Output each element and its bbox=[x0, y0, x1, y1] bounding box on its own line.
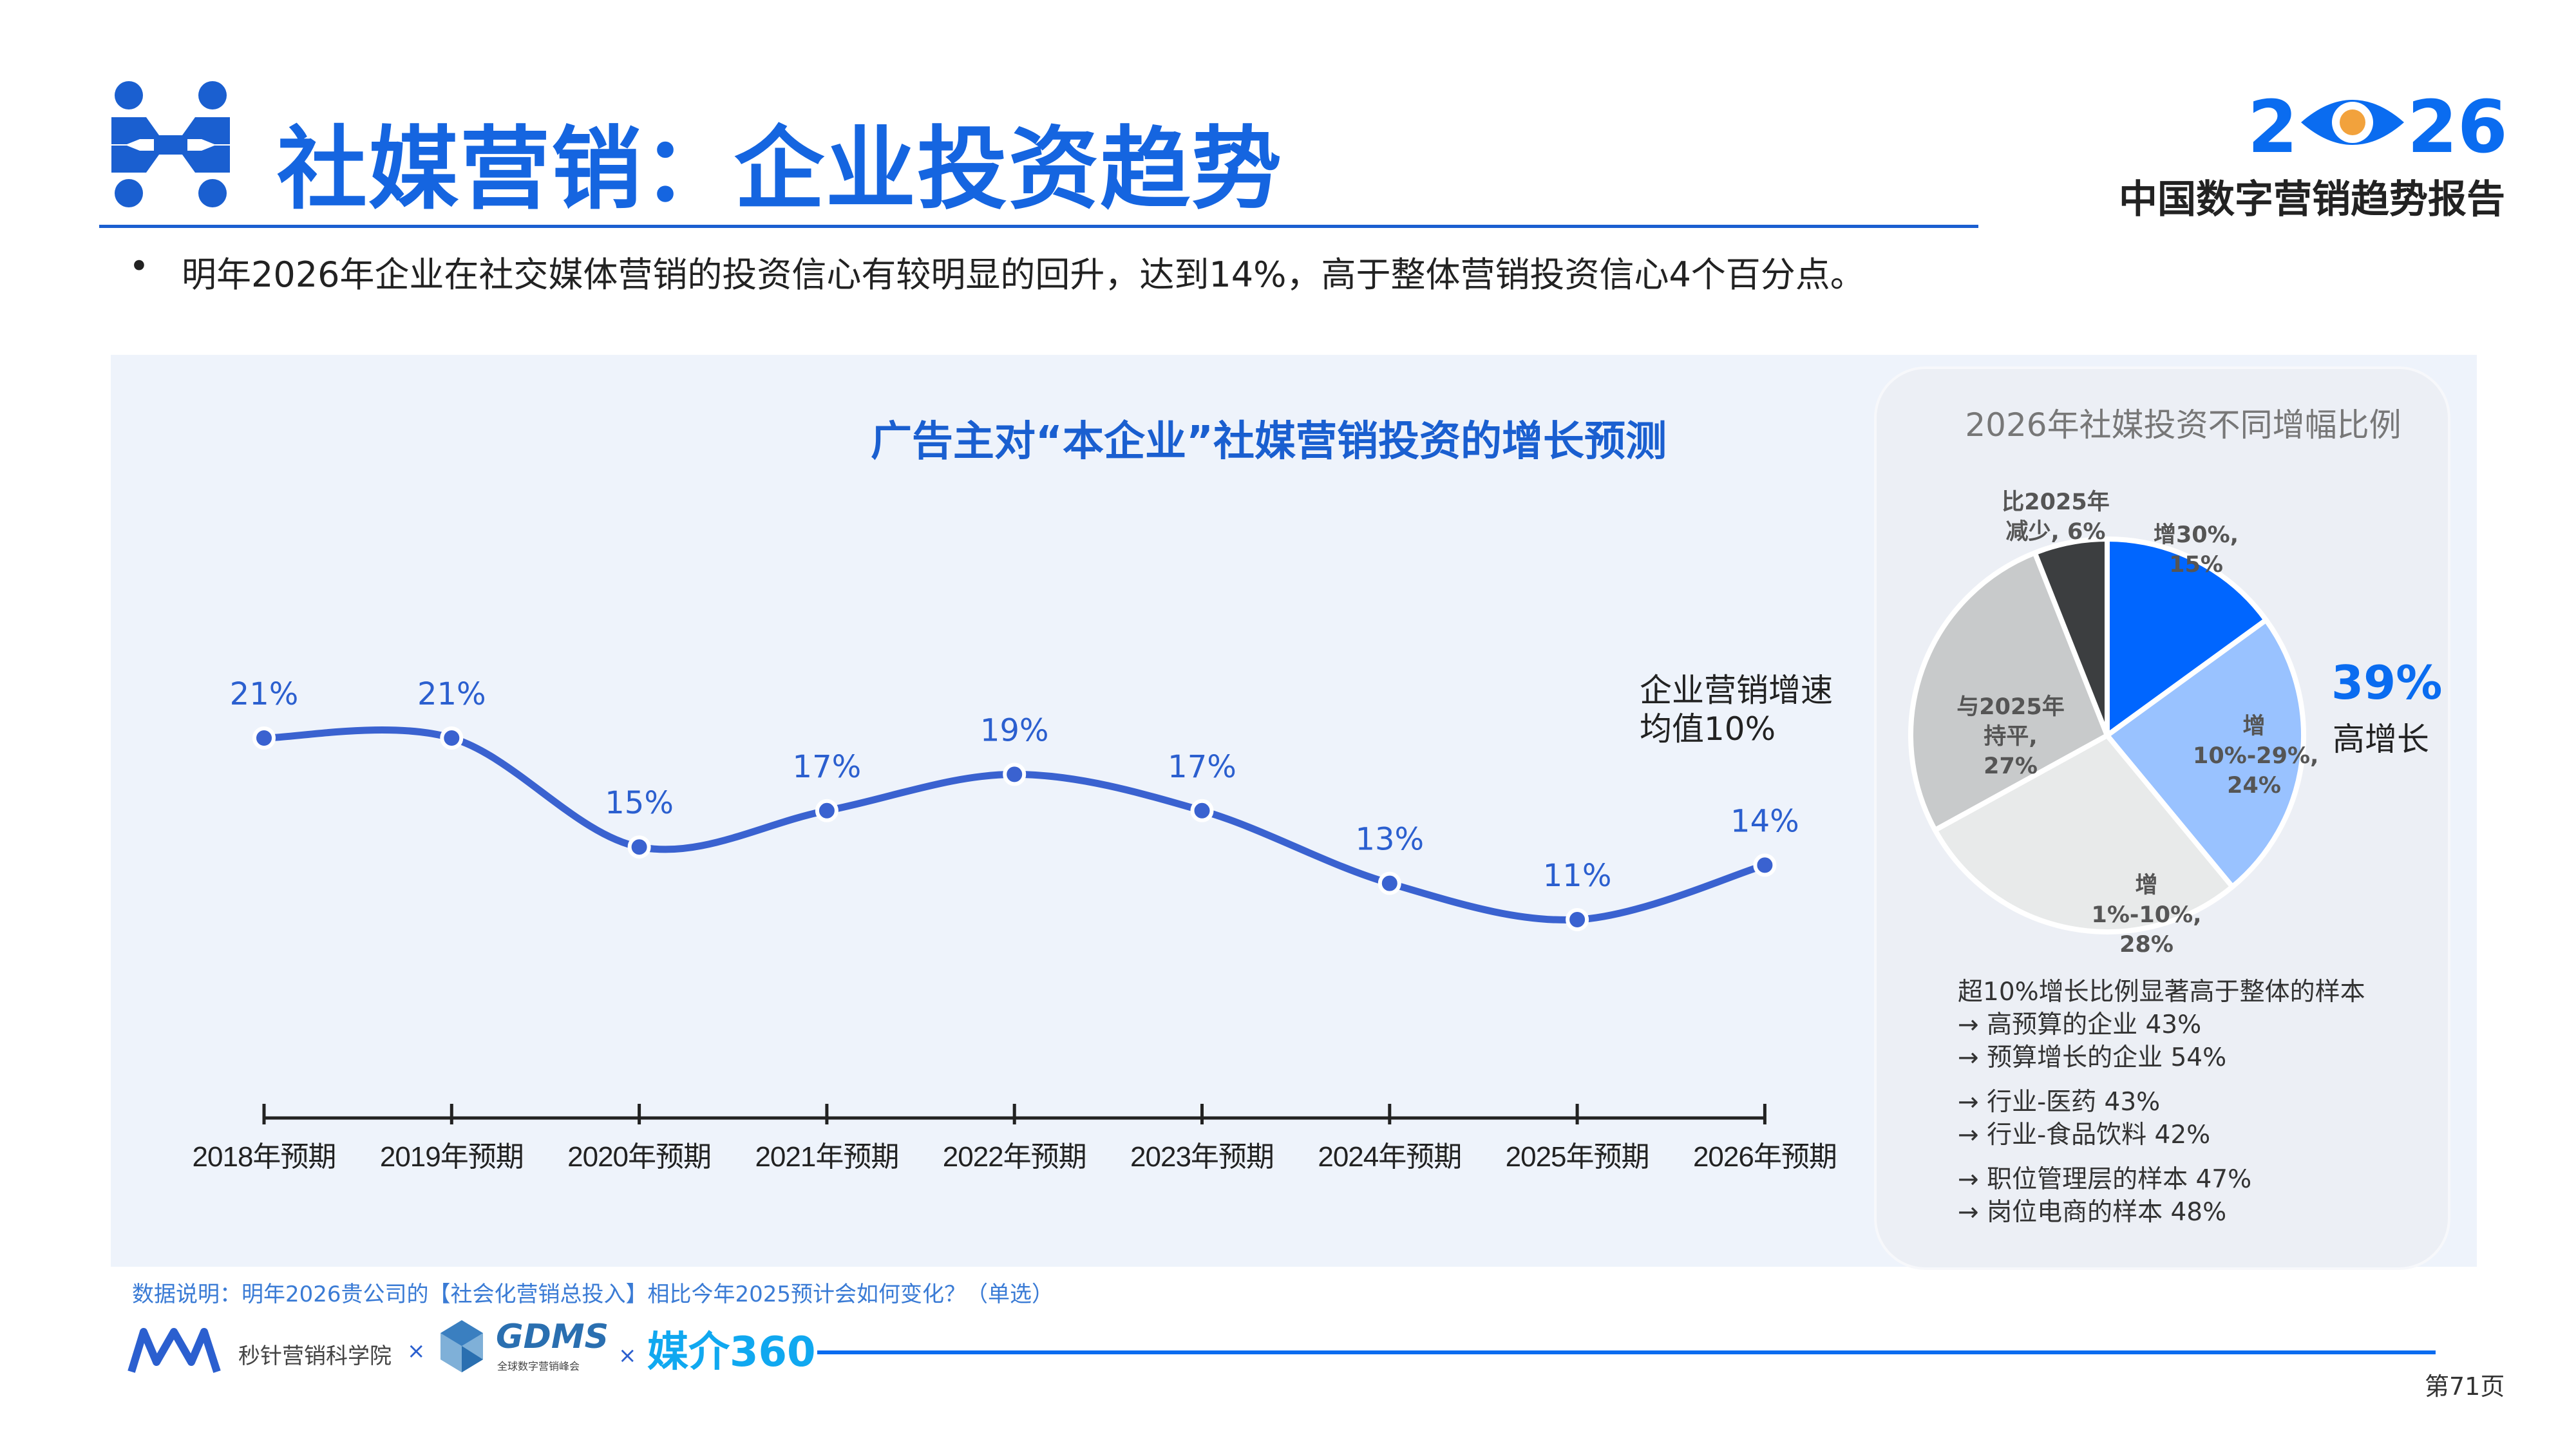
title-divider bbox=[99, 225, 1978, 228]
x-tick-label: 2022年预期 bbox=[943, 1141, 1086, 1173]
data-label: 15% bbox=[605, 785, 674, 821]
footer-divider bbox=[817, 1350, 2436, 1354]
network-logo-icon bbox=[111, 81, 230, 207]
pie-chart-title: 2026年社媒投资不同增幅比例 bbox=[1965, 406, 2401, 444]
data-point bbox=[1003, 762, 1027, 786]
logo-gdms-subtext: 全球数字营销峰会 bbox=[497, 1360, 580, 1372]
note-item: → 高预算的企业 43% bbox=[1958, 1010, 2202, 1039]
logo-gdms-text: GDMS bbox=[496, 1318, 609, 1356]
data-label: 21% bbox=[230, 676, 299, 712]
data-point bbox=[440, 726, 464, 750]
page-number: 第71页 bbox=[2425, 1372, 2505, 1401]
line-chart-title: 广告主对“本企业”社媒营销投资的增长预测 bbox=[870, 418, 1667, 466]
brand-logo-2026: 2 26 bbox=[2248, 90, 2508, 164]
data-point bbox=[815, 799, 838, 822]
brand-subtitle: 中国数字营销趋势报告 bbox=[2119, 177, 2505, 222]
x-tick-label: 2026年预期 bbox=[1693, 1141, 1837, 1173]
data-label: 17% bbox=[1168, 749, 1236, 785]
data-label: 14% bbox=[1730, 803, 1799, 839]
data-note: 数据说明：明年2026贵公司的【社会化营销总投入】相比今年2025预计会如何变化… bbox=[132, 1282, 1054, 1307]
pie-slice-label: 增30%, 15% bbox=[2153, 522, 2239, 578]
bullet-icon: • bbox=[129, 246, 149, 287]
data-point bbox=[1566, 908, 1589, 931]
x-tick-label: 2025年预期 bbox=[1506, 1141, 1649, 1173]
data-label: 19% bbox=[980, 712, 1049, 748]
x-tick-label: 2019年预期 bbox=[380, 1141, 524, 1173]
x-tick-label: 2023年预期 bbox=[1130, 1141, 1274, 1173]
x-tick-label: 2024年预期 bbox=[1318, 1141, 1461, 1173]
note-item: → 行业-医药 43% bbox=[1958, 1088, 2161, 1117]
logo-separator: × bbox=[618, 1343, 637, 1368]
data-label: 17% bbox=[793, 749, 862, 785]
brand-year-text: 2 bbox=[2248, 86, 2298, 169]
pie-slice-label: 增1%-10%, 28% bbox=[2091, 873, 2202, 958]
pie-slice bbox=[2105, 536, 2269, 738]
average-annotation: 企业营销增速均值10% bbox=[1640, 672, 1833, 748]
data-point bbox=[1190, 799, 1214, 822]
notes-heading: 超10%增长比例显著高于整体的样本 bbox=[1958, 978, 2365, 1007]
logo-miaozhen-text: 秒针营销科学院 bbox=[238, 1343, 392, 1369]
eye-icon bbox=[2300, 100, 2404, 145]
high-growth-label: 高增长 bbox=[2333, 721, 2429, 758]
brand-year-text-end: 26 bbox=[2407, 86, 2508, 169]
note-item: → 岗位电商的样本 48% bbox=[1958, 1198, 2227, 1227]
data-label: 21% bbox=[417, 676, 486, 712]
note-item: → 预算增长的企业 54% bbox=[1958, 1043, 2227, 1072]
high-growth-value: 39% bbox=[2331, 656, 2443, 710]
logo-separator: × bbox=[407, 1338, 426, 1364]
x-tick-label: 2020年预期 bbox=[567, 1141, 711, 1173]
note-item: → 行业-食品饮料 42% bbox=[1958, 1121, 2211, 1150]
gdms-logo-icon bbox=[440, 1320, 483, 1372]
data-point bbox=[1753, 853, 1777, 877]
data-label: 13% bbox=[1355, 822, 1424, 858]
note-item: → 职位管理层的样本 47% bbox=[1958, 1165, 2252, 1194]
pie-slice bbox=[2105, 617, 2306, 890]
data-point bbox=[627, 835, 651, 859]
pie-slice bbox=[2032, 536, 2110, 738]
miaozhen-logo-icon bbox=[128, 1328, 221, 1373]
summary-bullet: 明年2026年企业在社交媒体营销的投资信心有较明显的回升，达到14%，高于整体营… bbox=[182, 254, 1865, 295]
x-tick-label: 2018年预期 bbox=[193, 1141, 336, 1173]
x-tick-label: 2021年预期 bbox=[755, 1141, 898, 1173]
sample-notes: 超10%增长比例显著高于整体的样本 → 高预算的企业 43% → 预算增长的企业… bbox=[1958, 976, 2365, 1229]
pie-slice-label: 比2025年减少, 6% bbox=[2002, 489, 2110, 545]
pie-slice bbox=[1932, 733, 2235, 934]
page-title: 社媒营销：企业投资趋势 bbox=[277, 117, 1283, 222]
data-point bbox=[252, 726, 276, 750]
data-point bbox=[1378, 871, 1401, 895]
pie-slice bbox=[1908, 550, 2110, 833]
pie-slice-label: 增10%-29%, 24% bbox=[2193, 714, 2319, 799]
logo-meijie360-text: 媒介360 bbox=[647, 1329, 816, 1376]
data-label: 11% bbox=[1543, 858, 1612, 894]
pie-slice-label: 与2025年持平, 27% bbox=[1956, 694, 2065, 779]
